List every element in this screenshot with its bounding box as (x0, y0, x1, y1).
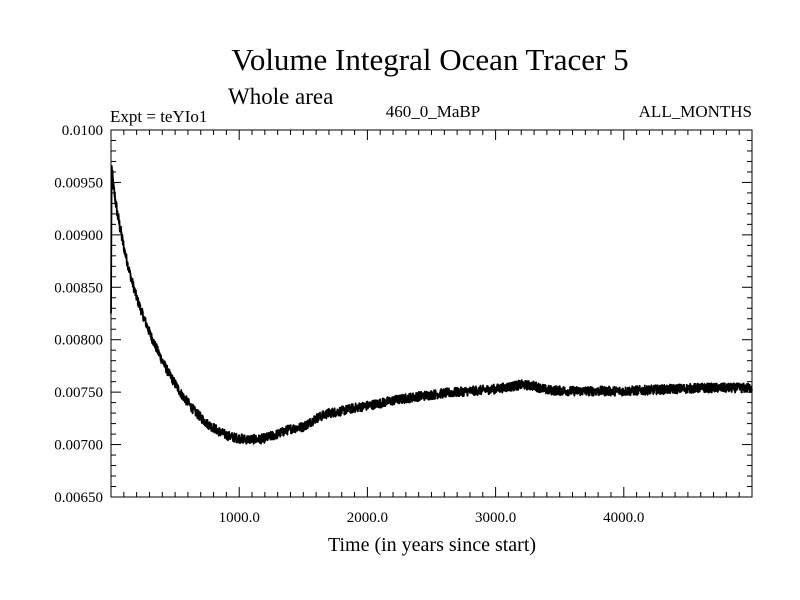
y-tick-label: 0.00750 (54, 385, 103, 401)
y-tick-label: 0.00700 (54, 438, 103, 454)
x-tick-label: 3000.0 (475, 510, 516, 526)
x-axis-label: Time (in years since start) (328, 534, 536, 556)
experiment-label: Expt = teYIo1 (110, 107, 207, 126)
x-tick-label: 1000.0 (219, 510, 260, 526)
x-tick-label: 2000.0 (347, 510, 388, 526)
y-tick-label: 0.0100 (62, 123, 103, 139)
axis-ticks (111, 130, 752, 497)
y-tick-label: 0.00850 (54, 280, 103, 296)
months-label: ALL_MONTHS (639, 102, 752, 121)
y-tick-label: 0.00900 (54, 228, 103, 244)
x-tick-labels: 1000.0 2000.0 3000.0 4000.0 (219, 510, 645, 526)
chart-subtitle: Whole area (228, 84, 333, 109)
period-label: 460_0_MaBP (386, 102, 480, 121)
y-tick-label: 0.00800 (54, 333, 103, 349)
chart-title: Volume Integral Ocean Tracer 5 (231, 42, 628, 77)
x-tick-label: 4000.0 (603, 510, 644, 526)
series-line (110, 165, 753, 445)
y-tick-label: 0.00650 (54, 490, 103, 506)
y-tick-labels: 0.00650 0.00700 0.00750 0.00800 0.00850 0.009… (54, 123, 103, 506)
plot-frame (110, 129, 753, 498)
y-tick-label: 0.00950 (54, 175, 103, 191)
